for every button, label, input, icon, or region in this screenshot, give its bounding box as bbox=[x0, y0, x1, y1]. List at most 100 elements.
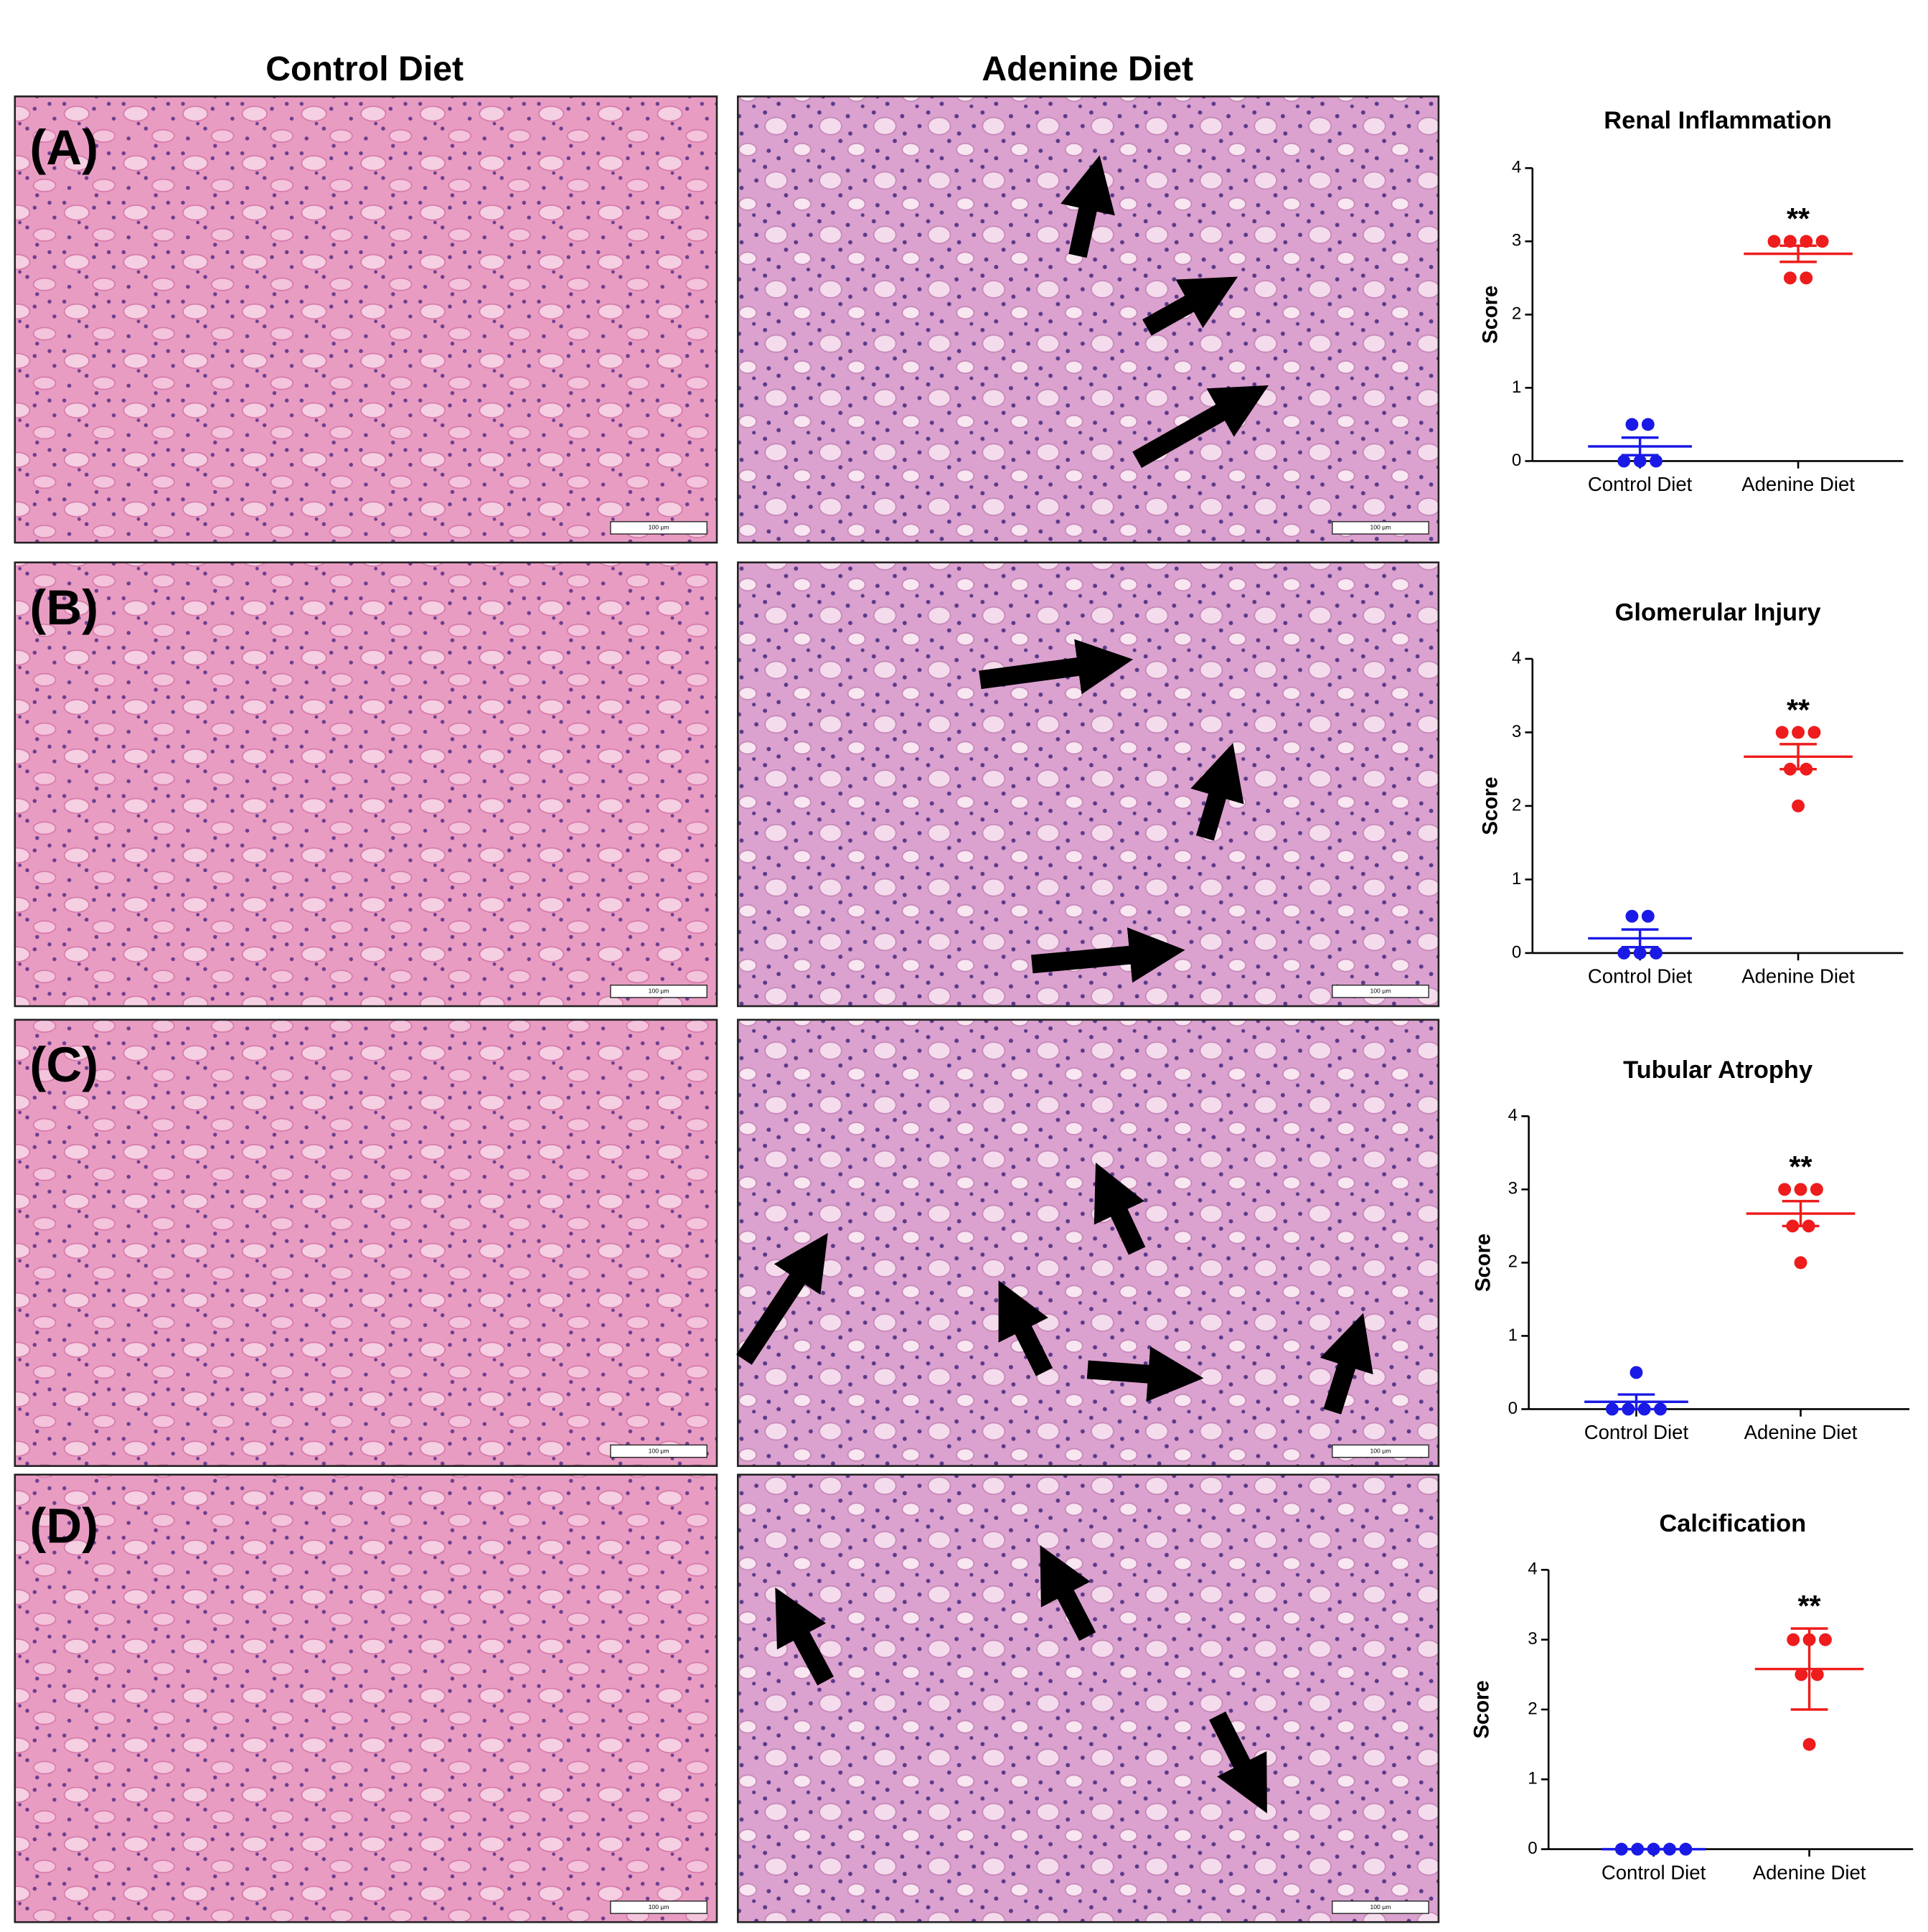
data-point bbox=[1792, 799, 1805, 812]
arrow bbox=[979, 639, 1134, 695]
y-tick-label: 0 bbox=[1508, 1399, 1518, 1418]
data-point bbox=[1631, 1842, 1645, 1856]
data-point bbox=[1800, 762, 1813, 776]
scale-bar-label: 100 µm bbox=[649, 524, 669, 531]
y-tick-label: 4 bbox=[1512, 648, 1521, 667]
y-axis-label: Score bbox=[1472, 1234, 1495, 1292]
data-point bbox=[1783, 271, 1797, 285]
data-point bbox=[1647, 1842, 1660, 1856]
micrograph bbox=[14, 1018, 718, 1467]
arrow bbox=[1040, 1544, 1096, 1641]
data-point bbox=[1807, 726, 1821, 739]
y-tick-label: 1 bbox=[1512, 869, 1521, 888]
arrows bbox=[736, 155, 1373, 1814]
data-point bbox=[1783, 762, 1797, 776]
column-header: Control Diet bbox=[265, 50, 464, 88]
panel-label: (C) bbox=[29, 1037, 98, 1092]
y-tick-label: 1 bbox=[1512, 378, 1521, 397]
data-point bbox=[1786, 1219, 1800, 1233]
data-point bbox=[1815, 235, 1829, 248]
arrow bbox=[1209, 1711, 1267, 1814]
x-tick-label: Adenine Diet bbox=[1753, 1861, 1866, 1883]
y-tick-label: 3 bbox=[1528, 1629, 1537, 1649]
scale-bar-label: 100 µm bbox=[1370, 1903, 1391, 1910]
data-point bbox=[1605, 1402, 1619, 1416]
data-point bbox=[1819, 1633, 1832, 1646]
micrograph bbox=[737, 1018, 1440, 1467]
y-tick-label: 3 bbox=[1512, 722, 1521, 741]
y-axis-label: Score bbox=[1480, 777, 1503, 835]
micrograph bbox=[737, 1473, 1440, 1923]
data-point bbox=[1800, 235, 1813, 248]
data-point bbox=[1783, 235, 1797, 248]
panel-label: (D) bbox=[29, 1498, 98, 1553]
scale-bar-label: 100 µm bbox=[1370, 988, 1391, 995]
scale-bar-label: 100 µm bbox=[649, 1447, 669, 1454]
micrograph bbox=[737, 561, 1440, 1008]
data-point bbox=[1641, 909, 1655, 923]
y-tick-label: 4 bbox=[1508, 1106, 1518, 1125]
data-point bbox=[1802, 1219, 1815, 1233]
data-point bbox=[1637, 1402, 1651, 1416]
arrow bbox=[998, 1280, 1053, 1377]
panel-label: (A) bbox=[29, 120, 98, 175]
y-tick-label: 4 bbox=[1528, 1560, 1537, 1579]
chart-title: Renal Inflammation bbox=[1604, 107, 1832, 134]
chart-title: Glomerular Injury bbox=[1615, 599, 1821, 627]
y-tick-label: 2 bbox=[1528, 1699, 1537, 1718]
y-axis-label: Score bbox=[1471, 1680, 1494, 1738]
y-tick-label: 2 bbox=[1508, 1252, 1518, 1272]
micrographs: 100 µm 100 µm (A) 100 µm 100 µm (B) 100 µm 100 … bbox=[14, 95, 1440, 1923]
data-point bbox=[1625, 909, 1639, 923]
arrow bbox=[1094, 1162, 1146, 1255]
arrow bbox=[775, 1587, 834, 1686]
data-point bbox=[1622, 1402, 1635, 1416]
y-tick-label: 2 bbox=[1512, 795, 1521, 815]
data-point bbox=[1802, 1738, 1816, 1751]
micrograph bbox=[14, 1473, 718, 1923]
y-tick-label: 0 bbox=[1528, 1839, 1537, 1858]
data-point bbox=[1810, 1668, 1824, 1682]
scale-bar-box bbox=[610, 521, 707, 535]
x-tick-label: Adenine Diet bbox=[1741, 473, 1855, 495]
scale-bar-box bbox=[1332, 1900, 1429, 1914]
y-tick-label: 2 bbox=[1512, 304, 1521, 324]
significance: ** bbox=[1797, 1590, 1821, 1623]
data-point bbox=[1778, 1183, 1792, 1196]
scale-bar-box bbox=[1332, 521, 1429, 535]
data-point bbox=[1767, 235, 1781, 248]
arrow bbox=[736, 1233, 828, 1365]
micrograph bbox=[14, 561, 718, 1008]
data-point bbox=[1630, 1366, 1643, 1379]
data-point bbox=[1614, 1842, 1628, 1856]
micrograph bbox=[14, 95, 718, 544]
scale-bar-label: 100 µm bbox=[649, 1903, 669, 1910]
arrow bbox=[1190, 743, 1244, 841]
y-tick-label: 4 bbox=[1512, 158, 1521, 177]
data-point bbox=[1633, 946, 1647, 960]
data-point bbox=[1792, 726, 1805, 739]
x-tick-label: Control Diet bbox=[1602, 1861, 1706, 1883]
x-tick-label: Adenine Diet bbox=[1744, 1421, 1858, 1443]
x-tick-label: Adenine Diet bbox=[1741, 965, 1855, 988]
data-point bbox=[1617, 454, 1631, 468]
significance: ** bbox=[1787, 693, 1810, 726]
arrow bbox=[1142, 276, 1238, 336]
significance: ** bbox=[1787, 202, 1810, 235]
data-point bbox=[1679, 1842, 1693, 1856]
y-axis-label: Score bbox=[1480, 286, 1503, 344]
data-point bbox=[1641, 418, 1655, 431]
data-point bbox=[1795, 1668, 1808, 1682]
arrow bbox=[1132, 385, 1269, 468]
data-point bbox=[1663, 1842, 1676, 1856]
arrow bbox=[1061, 155, 1115, 258]
scale-bar-box bbox=[610, 985, 707, 998]
y-tick-label: 0 bbox=[1512, 942, 1521, 962]
scale-bar-label: 100 µm bbox=[1370, 524, 1391, 531]
data-point bbox=[1650, 454, 1663, 468]
data-point bbox=[1633, 454, 1647, 468]
column-header: Adenine Diet bbox=[982, 50, 1193, 88]
y-tick-label: 3 bbox=[1508, 1179, 1518, 1199]
